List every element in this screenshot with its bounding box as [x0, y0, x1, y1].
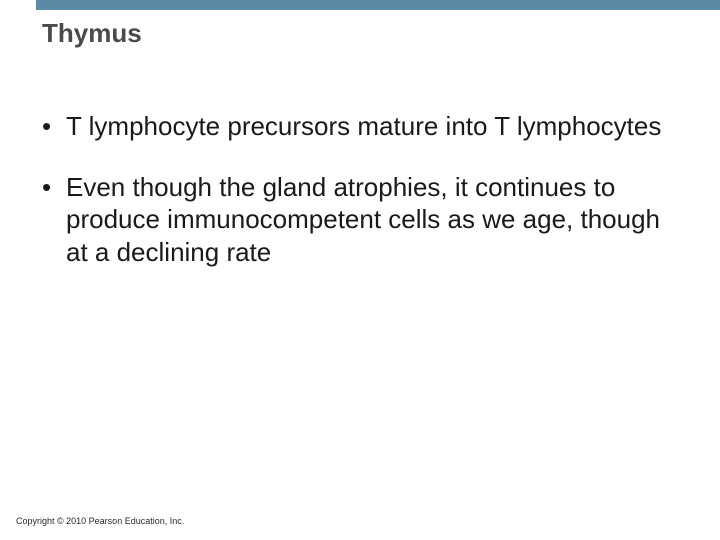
bullet-mark-icon: • [42, 110, 66, 143]
bullet-text: T lymphocyte precursors mature into T ly… [66, 110, 680, 143]
slide-content: • T lymphocyte precursors mature into T … [42, 110, 680, 296]
slide: Thymus • T lymphocyte precursors mature … [0, 0, 720, 540]
slide-title: Thymus [42, 18, 142, 49]
bullet-text: Even though the gland atrophies, it cont… [66, 171, 680, 269]
bullet-item: • Even though the gland atrophies, it co… [42, 171, 680, 269]
bullet-item: • T lymphocyte precursors mature into T … [42, 110, 680, 143]
bullet-mark-icon: • [42, 171, 66, 269]
copyright-text: Copyright © 2010 Pearson Education, Inc. [16, 516, 184, 526]
title-bar [36, 0, 720, 10]
